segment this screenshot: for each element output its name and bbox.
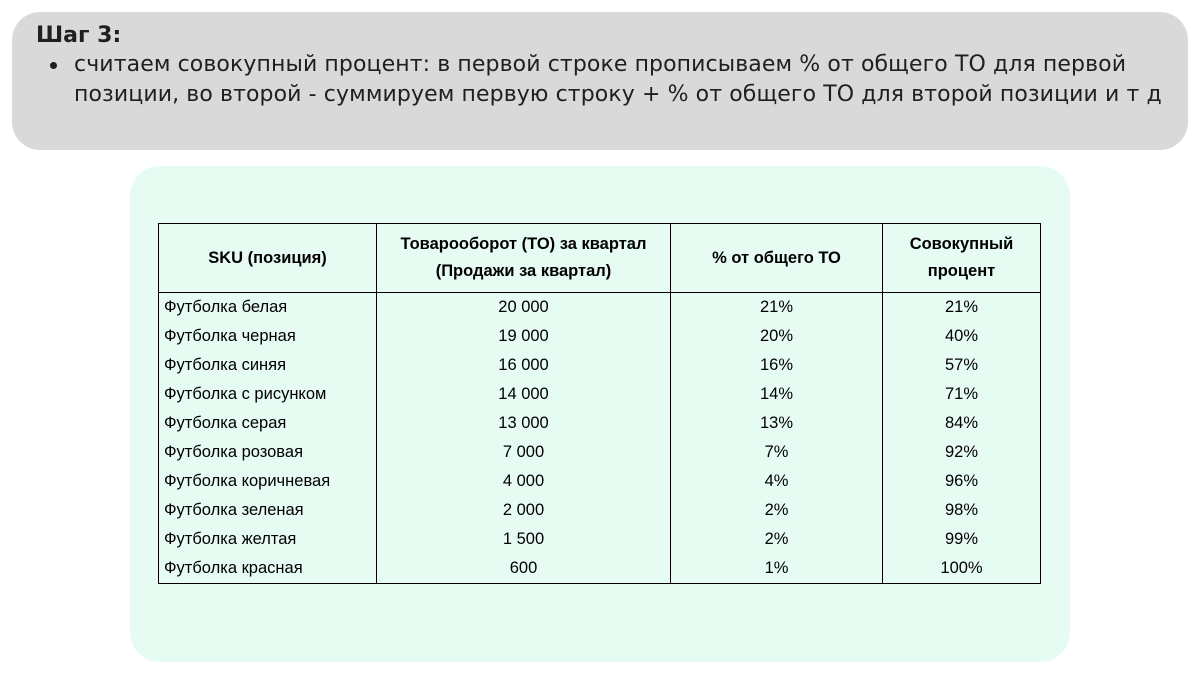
cell-turnover: 2 000 xyxy=(376,496,671,525)
step-callout: Шаг 3: считаем совокупный процент: в пер… xyxy=(12,12,1188,150)
header-turnover: Товарооборот (ТО) за квартал (Продажи за… xyxy=(376,223,671,293)
cell-share: 14% xyxy=(670,380,883,409)
cell-cumulative: 99% xyxy=(882,525,1041,554)
header-share-label: % от общего ТО xyxy=(712,248,841,267)
cell-turnover: 19 000 xyxy=(376,322,671,351)
cell-share: 21% xyxy=(670,292,883,322)
cell-share: 4% xyxy=(670,467,883,496)
cell-sku: Футболка красная xyxy=(158,554,377,584)
table-header-row: SKU (позиция) Товарооборот (ТО) за кварт… xyxy=(158,223,1041,293)
cell-cumulative: 92% xyxy=(882,438,1041,467)
cell-cumulative: 96% xyxy=(882,467,1041,496)
cell-sku: Футболка зеленая xyxy=(158,496,377,525)
header-cumulative: Совокупный процент xyxy=(882,223,1041,293)
cell-cumulative: 21% xyxy=(882,292,1041,322)
cell-share: 7% xyxy=(670,438,883,467)
header-turnover-line2: (Продажи за квартал) xyxy=(435,262,612,280)
cell-cumulative: 98% xyxy=(882,496,1041,525)
step-bullet-text: считаем совокупный процент: в первой стр… xyxy=(74,52,1162,107)
table-row: Футболка с рисунком 14 000 14% 71% xyxy=(158,380,1041,409)
cell-sku: Футболка коричневая xyxy=(158,467,377,496)
table-row: Футболка белая 20 000 21% 21% xyxy=(158,292,1041,322)
cell-turnover: 600 xyxy=(376,554,671,584)
cell-share: 1% xyxy=(670,554,883,584)
header-share: % от общего ТО xyxy=(670,223,883,293)
table-row: Футболка зеленая 2 000 2% 98% xyxy=(158,496,1041,525)
cell-turnover: 13 000 xyxy=(376,409,671,438)
cell-share: 2% xyxy=(670,496,883,525)
cell-turnover: 14 000 xyxy=(376,380,671,409)
abc-analysis-table: SKU (позиция) Товарооборот (ТО) за кварт… xyxy=(158,223,1041,584)
cell-sku: Футболка синяя xyxy=(158,351,377,380)
cell-turnover: 1 500 xyxy=(376,525,671,554)
step-title: Шаг 3: xyxy=(36,23,122,48)
cell-cumulative: 57% xyxy=(882,351,1041,380)
cell-turnover: 7 000 xyxy=(376,438,671,467)
cell-cumulative: 84% xyxy=(882,409,1041,438)
cell-turnover: 20 000 xyxy=(376,292,671,322)
cell-turnover: 16 000 xyxy=(376,351,671,380)
header-cumulative-line2: процент xyxy=(927,262,996,280)
cell-sku: Футболка черная xyxy=(158,322,377,351)
cell-cumulative: 100% xyxy=(882,554,1041,584)
table-row: Футболка розовая 7 000 7% 92% xyxy=(158,438,1041,467)
table-row: Футболка желтая 1 500 2% 99% xyxy=(158,525,1041,554)
cell-sku: Футболка желтая xyxy=(158,525,377,554)
cell-share: 13% xyxy=(670,409,883,438)
cell-cumulative: 71% xyxy=(882,380,1041,409)
bullet-dot-icon xyxy=(50,62,57,69)
abc-table-container: SKU (позиция) Товарооборот (ТО) за кварт… xyxy=(158,223,1041,584)
step-bullet-item: считаем совокупный процент: в первой стр… xyxy=(36,50,1168,110)
step-bullet-list: считаем совокупный процент: в первой стр… xyxy=(36,50,1168,110)
cell-share: 20% xyxy=(670,322,883,351)
cell-sku: Футболка с рисунком xyxy=(158,380,377,409)
cell-share: 2% xyxy=(670,525,883,554)
cell-share: 16% xyxy=(670,351,883,380)
cell-turnover: 4 000 xyxy=(376,467,671,496)
table-row: Футболка красная 600 1% 100% xyxy=(158,554,1041,584)
cell-sku: Футболка серая xyxy=(158,409,377,438)
table-row: Футболка серая 13 000 13% 84% xyxy=(158,409,1041,438)
cell-sku: Футболка белая xyxy=(158,292,377,322)
table-row: Футболка черная 19 000 20% 40% xyxy=(158,322,1041,351)
cell-cumulative: 40% xyxy=(882,322,1041,351)
header-turnover-line1: Товарооборот (ТО) за квартал xyxy=(400,235,647,253)
header-sku: SKU (позиция) xyxy=(158,223,377,293)
cell-sku: Футболка розовая xyxy=(158,438,377,467)
header-cumulative-line1: Совокупный xyxy=(909,235,1014,253)
table-row: Футболка синяя 16 000 16% 57% xyxy=(158,351,1041,380)
header-sku-label: SKU (позиция) xyxy=(208,248,327,267)
table-row: Футболка коричневая 4 000 4% 96% xyxy=(158,467,1041,496)
